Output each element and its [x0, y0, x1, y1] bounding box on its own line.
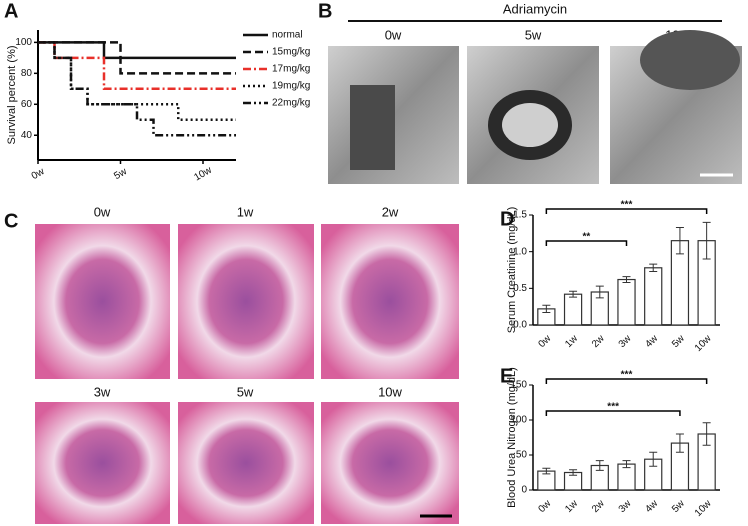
- micrograph-label: 0w: [94, 204, 111, 219]
- legend-label: 15mg/kg: [272, 47, 310, 58]
- error-bar: [569, 469, 578, 476]
- error-bar: [702, 221, 711, 260]
- x-tick-label: 4w: [643, 333, 660, 350]
- survival-line: [38, 41, 236, 137]
- em-feature: [640, 30, 740, 90]
- micrograph-label: 1w: [237, 204, 254, 219]
- x-tick-label: 0w: [30, 166, 47, 182]
- micrograph-label: 5w: [525, 27, 542, 42]
- panel-label: A: [4, 0, 18, 22]
- he-image: [178, 224, 314, 379]
- legend-label: 19mg/kg: [272, 81, 310, 92]
- x-tick-label: 2w: [590, 498, 607, 515]
- legend-label: normal: [272, 30, 303, 41]
- significance-label: ***: [621, 200, 633, 211]
- y-tick-label: 1.5: [513, 210, 527, 221]
- y-tick-label: 1.0: [513, 246, 527, 257]
- error-bar: [702, 422, 711, 446]
- error-bar: [622, 460, 631, 469]
- x-tick-label: 10w: [192, 164, 214, 183]
- he-image: [321, 402, 459, 524]
- x-tick-label: 5w: [670, 333, 687, 350]
- y-tick-label: 40: [21, 130, 33, 141]
- panel-label: D: [500, 208, 514, 230]
- x-tick-label: 0w: [537, 498, 554, 515]
- x-tick-label: 5w: [112, 166, 129, 182]
- significance-bracket: [545, 410, 681, 416]
- y-tick-label: 0.5: [513, 283, 527, 294]
- panel-label: E: [500, 365, 513, 387]
- error-bar: [649, 451, 658, 467]
- significance-bracket: [545, 208, 708, 214]
- legend-label: 17mg/kg: [272, 64, 310, 75]
- y-axis-label: Survival percent (%): [6, 45, 18, 144]
- y-tick-label: 60: [21, 99, 33, 110]
- error-bar: [622, 276, 631, 283]
- error-bar: [569, 290, 578, 298]
- error-bar: [675, 226, 684, 255]
- y-tick-label: 80: [21, 68, 33, 79]
- y-tick-label: 100: [15, 37, 32, 48]
- micrograph-label: 3w: [94, 384, 111, 399]
- bar: [644, 267, 663, 326]
- significance-label: **: [583, 232, 591, 243]
- x-tick-label: 3w: [617, 498, 634, 515]
- error-bar: [542, 304, 551, 314]
- he-image: [35, 402, 170, 524]
- significance-label: ***: [621, 370, 633, 381]
- y-tick-label: 50: [516, 450, 528, 461]
- panel-label: B: [318, 0, 332, 22]
- micrograph-label: 5w: [237, 384, 254, 399]
- bar: [563, 293, 583, 326]
- error-bar: [595, 285, 604, 299]
- x-tick-label: 4w: [643, 498, 660, 515]
- y-tick-label: 100: [510, 415, 527, 426]
- micrograph-title: Adriamycin: [503, 1, 567, 16]
- he-image: [178, 402, 314, 524]
- survival-line: [38, 41, 236, 75]
- he-images: 0w 1w 2w 3w 5w 10w: [35, 204, 459, 524]
- y-axis-label: Serum Creatinine (mg/dL): [506, 207, 518, 334]
- error-bar: [649, 263, 658, 272]
- x-tick-label: 2w: [590, 333, 607, 350]
- x-tick-label: 1w: [563, 498, 580, 515]
- x-tick-label: 5w: [670, 498, 687, 515]
- micrograph-label: 0w: [385, 27, 402, 42]
- error-bar: [675, 433, 684, 453]
- he-image: [35, 224, 170, 379]
- y-tick-label: 150: [510, 380, 527, 391]
- micrograph-label: 10w: [378, 384, 402, 399]
- em-feature: [502, 103, 558, 147]
- x-tick-label: 10w: [693, 333, 714, 354]
- survival-line: [38, 41, 236, 91]
- he-image: [321, 224, 459, 379]
- panel-label: C: [4, 210, 18, 232]
- significance-bracket: [545, 378, 708, 384]
- y-tick-label: 0: [521, 485, 527, 496]
- x-tick-label: 3w: [617, 333, 634, 350]
- em-feature: [350, 85, 395, 170]
- x-tick-label: 0w: [537, 333, 554, 350]
- legend-label: 22mg/kg: [272, 98, 310, 109]
- significance-bracket: [545, 240, 628, 246]
- error-bar: [542, 467, 551, 475]
- survival-line: [38, 41, 236, 60]
- bar: [617, 278, 636, 326]
- error-bar: [595, 460, 604, 471]
- x-tick-label: 10w: [693, 498, 714, 519]
- significance-label: ***: [607, 402, 619, 413]
- y-tick-label: 0.0: [513, 320, 527, 331]
- x-tick-label: 1w: [563, 333, 580, 350]
- micrograph-label: 2w: [382, 204, 399, 219]
- em-images: [328, 30, 742, 184]
- y-axis-label: Blood Urea Nitrogen (mg/dL): [506, 367, 518, 508]
